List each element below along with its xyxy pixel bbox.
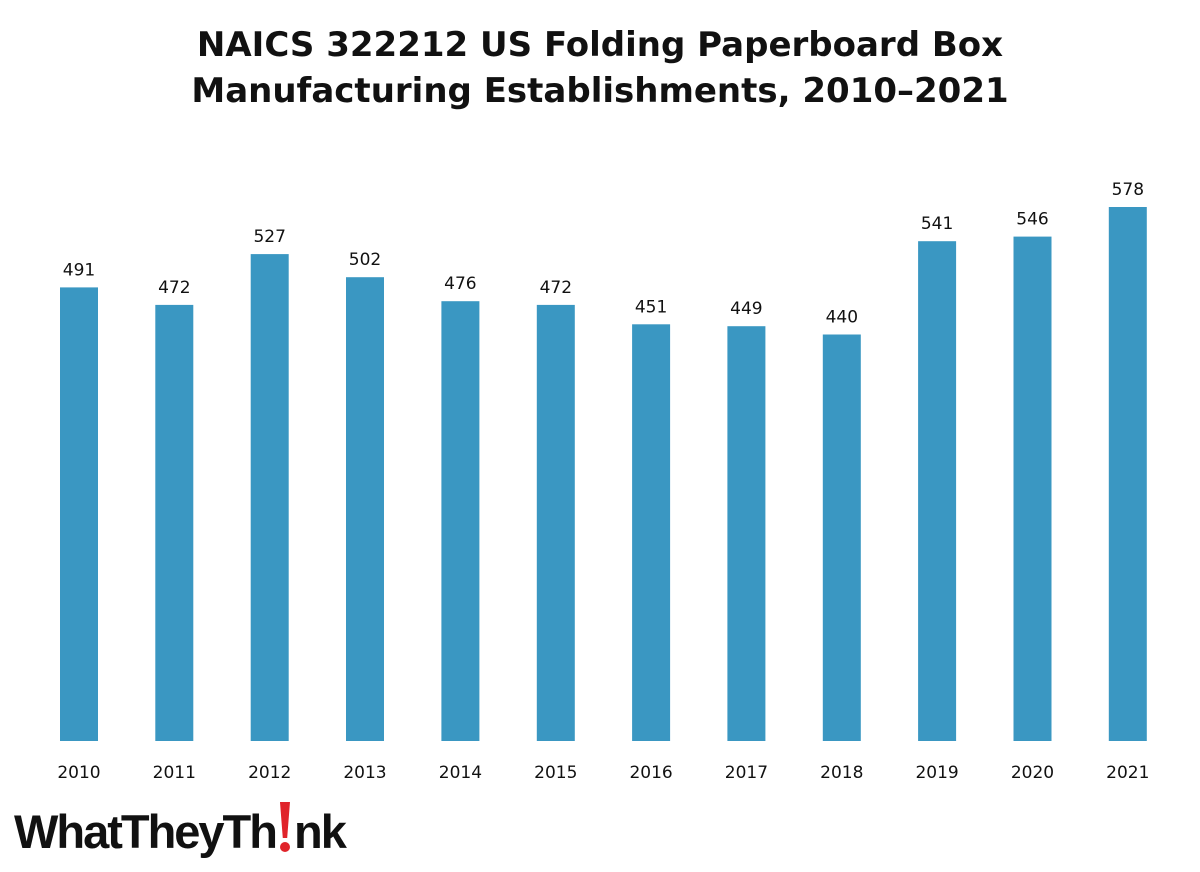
data-label-2018: 440 <box>826 308 858 328</box>
x-tick-label-2011: 2011 <box>153 763 196 783</box>
data-label-2021: 578 <box>1112 180 1144 200</box>
bar-2013 <box>346 277 384 741</box>
x-tick-label-2014: 2014 <box>439 763 482 783</box>
x-tick-label-2010: 2010 <box>57 763 100 783</box>
data-label-2014: 476 <box>444 274 476 294</box>
bar-2011 <box>155 304 194 741</box>
chart-title: NAICS 322212 US Folding Paperboard Box M… <box>0 22 1200 114</box>
exclamation-icon <box>277 802 293 852</box>
bar-chart: 491 2010 472 2011 527 2012 502 2013 476 2014 472 20… <box>57 180 1149 783</box>
data-label-2010: 491 <box>63 260 95 280</box>
data-label-2011: 472 <box>158 278 190 298</box>
bar-2021 <box>1108 207 1147 741</box>
bar-2016 <box>632 324 671 741</box>
x-tick-label-2018: 2018 <box>820 763 863 783</box>
x-tick-label-2015: 2015 <box>534 763 577 783</box>
data-label-2019: 541 <box>921 214 953 234</box>
data-label-2017: 449 <box>730 299 762 319</box>
whattheythink-logo: WhatTheyTh nk <box>14 796 347 868</box>
x-tick-label-2017: 2017 <box>725 763 768 783</box>
bar-2014 <box>441 301 480 741</box>
data-label-2020: 546 <box>1016 210 1048 230</box>
data-label-2015: 472 <box>540 278 572 298</box>
logo-text-start: WhatTheyTh <box>14 805 278 858</box>
chart-title-line-1: NAICS 322212 US Folding Paperboard Box <box>196 25 1004 65</box>
bar-2010 <box>60 287 98 741</box>
bar-2018 <box>822 334 861 741</box>
x-tick-label-2019: 2019 <box>915 763 958 783</box>
chart-title-line-2: Manufacturing Establishments, 2010–2021 <box>191 71 1009 111</box>
bar-2020 <box>1013 236 1052 741</box>
x-tick-label-2013: 2013 <box>343 763 386 783</box>
bar-2015 <box>536 304 575 741</box>
data-label-2012: 527 <box>253 227 285 247</box>
bar-2019 <box>918 241 957 741</box>
data-label-2013: 502 <box>349 250 381 270</box>
x-tick-label-2012: 2012 <box>248 763 291 783</box>
data-label-2016: 451 <box>635 297 667 317</box>
x-tick-label-2020: 2020 <box>1011 763 1054 783</box>
x-tick-label-2016: 2016 <box>629 763 672 783</box>
x-tick-label-2021: 2021 <box>1106 763 1149 783</box>
logo-text-end: nk <box>293 805 347 858</box>
bar-2017 <box>727 326 766 741</box>
bar-2012 <box>250 254 289 741</box>
